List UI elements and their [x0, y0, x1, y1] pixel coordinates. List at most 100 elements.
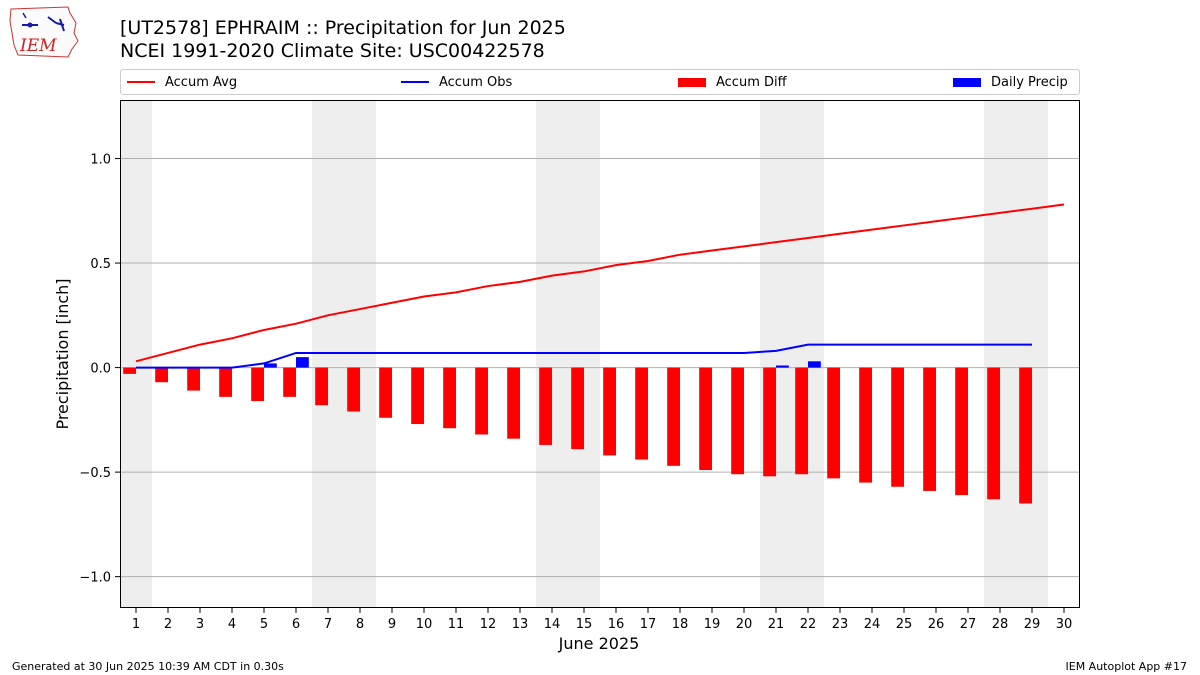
accum-diff-bar-24	[859, 367, 872, 483]
y-tick-label-3: 0.5	[90, 257, 111, 272]
x-tick-label-21: 21	[768, 617, 785, 632]
accum-diff-bar-3	[187, 367, 200, 391]
legend-label-accum-avg: Accum Avg	[165, 74, 238, 90]
x-tick-label-30: 30	[1056, 617, 1073, 632]
accum-diff-bar-10	[411, 367, 424, 425]
accum-obs-line	[136, 343, 1032, 369]
accum-diff-bar-16	[603, 367, 616, 456]
x-tick-label-9: 9	[388, 617, 396, 632]
weekend-shade-8	[344, 100, 376, 608]
accum-diff-bar-29	[1019, 367, 1032, 504]
legend-item-accum-avg: Accum Avg	[127, 70, 237, 94]
legend: Accum Avg Accum Obs Accum Diff Daily Pre…	[120, 69, 1080, 95]
y-tick-label-4: 1.0	[90, 153, 111, 168]
daily-precip-bar-5	[264, 363, 277, 368]
accum-diff-bar-11	[443, 367, 456, 429]
weekend-shading	[120, 100, 1048, 608]
accum-diff-bar-9	[379, 367, 392, 418]
weekend-shade-15	[568, 100, 600, 608]
accum-diff-bar-21	[763, 367, 776, 477]
accum-diff-bar-2	[155, 367, 168, 383]
footer-app-text: IEM Autoplot App #17	[1065, 660, 1188, 673]
daily-precip-bars	[264, 357, 821, 368]
x-tick-label-7: 7	[324, 617, 332, 632]
x-tick-label-6: 6	[292, 617, 300, 632]
daily-precip-bar-21	[776, 365, 789, 368]
x-tick-label-15: 15	[576, 617, 593, 632]
accum-diff-bars	[123, 367, 1032, 504]
legend-swatch-accum-obs	[401, 81, 429, 83]
x-tick-label-4: 4	[228, 617, 236, 632]
weekend-shade-22	[792, 100, 824, 608]
x-tick-label-29: 29	[1024, 617, 1041, 632]
accum-diff-bar-1	[123, 367, 136, 374]
accum-diff-bar-22	[795, 367, 808, 475]
accum-lines	[135, 203, 1065, 369]
x-tick-label-16: 16	[608, 617, 625, 632]
weekend-shade-14	[536, 100, 568, 608]
accum-diff-bar-19	[699, 367, 712, 471]
iem-logo: IEM	[8, 5, 80, 59]
x-tick-label-2: 2	[164, 617, 172, 632]
y-axis-label: Precipitation [inch]	[53, 278, 72, 429]
legend-swatch-accum-diff	[678, 77, 706, 87]
legend-label-daily-precip: Daily Precip	[991, 74, 1068, 90]
legend-swatch-accum-avg	[127, 81, 155, 83]
grid-lines	[120, 158, 1080, 578]
weekend-shade-1	[120, 100, 152, 608]
accum-diff-bar-8	[347, 367, 360, 412]
weekend-shade-21	[760, 100, 792, 608]
legend-label-accum-diff: Accum Diff	[716, 74, 787, 90]
x-tick-label-8: 8	[356, 617, 364, 632]
x-tick-label-26: 26	[928, 617, 945, 632]
iowa-map-icon: IEM	[9, 6, 79, 58]
x-tick-label-10: 10	[416, 617, 433, 632]
x-tick-label-17: 17	[640, 617, 657, 632]
x-tick-label-14: 14	[544, 617, 561, 632]
x-tick-label-19: 19	[704, 617, 721, 632]
y-tick-label-1: −0.5	[79, 466, 111, 481]
y-tick-label-0: −1.0	[79, 571, 111, 586]
daily-precip-bar-6	[296, 357, 309, 368]
x-tick-label-13: 13	[512, 617, 529, 632]
accum-diff-bar-13	[507, 367, 520, 439]
accum-diff-bar-7	[315, 367, 328, 406]
x-tick-label-20: 20	[736, 617, 753, 632]
x-tick-label-1: 1	[132, 617, 140, 632]
accum-diff-bar-26	[923, 367, 936, 491]
accum-diff-bar-4	[219, 367, 232, 397]
legend-label-accum-obs: Accum Obs	[439, 74, 513, 90]
weekend-shade-28	[984, 100, 1016, 608]
x-tick-label-27: 27	[960, 617, 977, 632]
logo-text: IEM	[19, 36, 57, 56]
x-tick-label-24: 24	[864, 617, 881, 632]
legend-item-accum-diff: Accum Diff	[678, 70, 787, 94]
accum-diff-bar-25	[891, 367, 904, 487]
legend-item-accum-obs: Accum Obs	[401, 70, 512, 94]
axis-ticks: 1 2 3 4 5 6 7 8 9 10 11 12 13 14 15 16 17 18 19 20 21 22 23 24 2…	[79, 153, 1072, 632]
footer-generated-text: Generated at 30 Jun 2025 10:39 AM CDT in…	[12, 660, 284, 673]
daily-precip-bar-22	[808, 361, 821, 368]
legend-item-daily-precip: Daily Precip	[953, 70, 1068, 94]
y-tick-label-2: 0.0	[90, 362, 111, 377]
x-tick-label-18: 18	[672, 617, 689, 632]
accum-diff-bar-23	[827, 367, 840, 479]
accum-diff-bar-18	[667, 367, 680, 466]
x-tick-label-28: 28	[992, 617, 1009, 632]
legend-swatch-daily-precip	[953, 77, 981, 87]
chart-subtitle: NCEI 1991-2020 Climate Site: USC00422578	[120, 40, 545, 62]
x-tick-label-25: 25	[896, 617, 913, 632]
accum-diff-bar-6	[283, 367, 296, 397]
accum-diff-bar-12	[475, 367, 488, 435]
plot-frame	[120, 100, 1080, 608]
x-tick-label-11: 11	[448, 617, 465, 632]
accum-diff-bar-17	[635, 367, 648, 460]
weekend-shade-7	[312, 100, 344, 608]
x-tick-label-23: 23	[832, 617, 849, 632]
x-tick-label-3: 3	[196, 617, 204, 632]
accum-diff-bar-14	[539, 367, 552, 445]
x-axis-label: June 2025	[558, 634, 640, 653]
accum-diff-bar-27	[955, 367, 968, 496]
accum-avg-line	[135, 203, 1065, 363]
x-tick-label-22: 22	[800, 617, 817, 632]
